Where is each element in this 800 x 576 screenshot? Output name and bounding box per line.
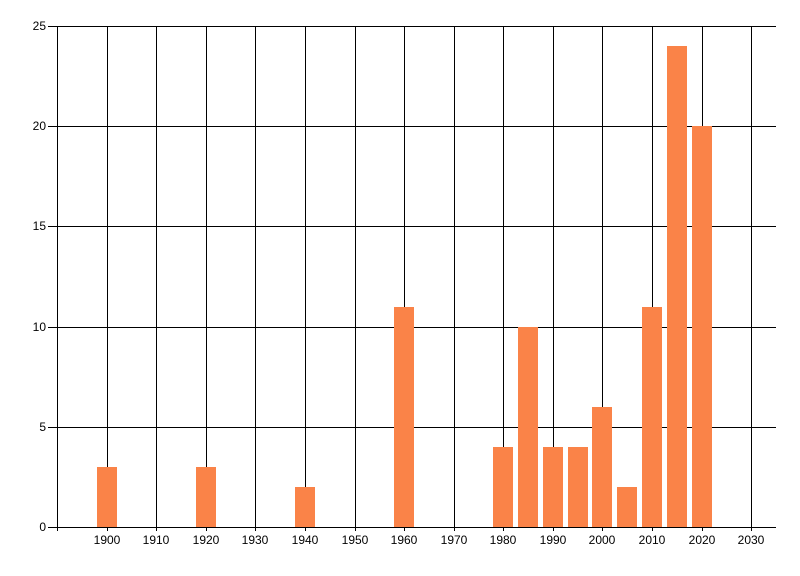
bar (518, 327, 538, 527)
x-axis-tick-label: 1980 (489, 533, 517, 547)
x-gridline (206, 26, 207, 531)
y-axis-tick-label: 0 (39, 520, 46, 534)
x-gridline (107, 26, 108, 531)
y-axis-tick-label: 10 (32, 320, 46, 334)
x-gridline (503, 26, 504, 531)
bar (394, 307, 414, 527)
bar (617, 487, 637, 527)
bar (543, 447, 563, 527)
x-gridline (751, 26, 752, 531)
bar (592, 407, 612, 527)
x-gridline (255, 26, 256, 531)
x-axis-tick-label: 1990 (539, 533, 567, 547)
x-gridline (652, 26, 653, 531)
x-gridline (305, 26, 306, 531)
bar (692, 126, 712, 527)
x-axis-tick-label: 1970 (440, 533, 468, 547)
x-gridline (355, 26, 356, 531)
x-gridline (553, 26, 554, 531)
x-gridline (404, 26, 405, 531)
x-axis-tick-label: 1900 (93, 533, 121, 547)
x-gridline (454, 26, 455, 531)
bar (493, 447, 513, 527)
x-axis-tick-label: 1950 (341, 533, 369, 547)
y-gridline (48, 226, 776, 227)
x-axis-tick-label: 1940 (291, 533, 319, 547)
bar (97, 467, 117, 527)
x-axis-tick-label: 1920 (192, 533, 220, 547)
x-axis-tick-label: 2030 (737, 533, 765, 547)
y-gridline (48, 26, 776, 27)
x-axis-tick-label: 1960 (390, 533, 418, 547)
bar (642, 307, 662, 527)
y-axis-tick-label: 5 (39, 420, 46, 434)
bar (568, 447, 588, 527)
x-axis-tick-label: 2010 (638, 533, 666, 547)
y-gridline (48, 126, 776, 127)
bar (196, 467, 216, 527)
y-axis-line (57, 26, 58, 531)
x-axis-tick-label: 2000 (588, 533, 616, 547)
y-axis-tick-label: 20 (32, 119, 46, 133)
x-axis-tick-label: 1930 (241, 533, 269, 547)
x-axis-tick-label: 2020 (688, 533, 716, 547)
bar (667, 46, 687, 527)
x-axis-tick-label: 1910 (142, 533, 170, 547)
x-gridline (156, 26, 157, 531)
y-gridline (48, 527, 776, 528)
y-axis-tick-label: 25 (32, 19, 46, 33)
bar (295, 487, 315, 527)
y-axis-tick-label: 15 (32, 219, 46, 233)
x-gridline (602, 26, 603, 531)
